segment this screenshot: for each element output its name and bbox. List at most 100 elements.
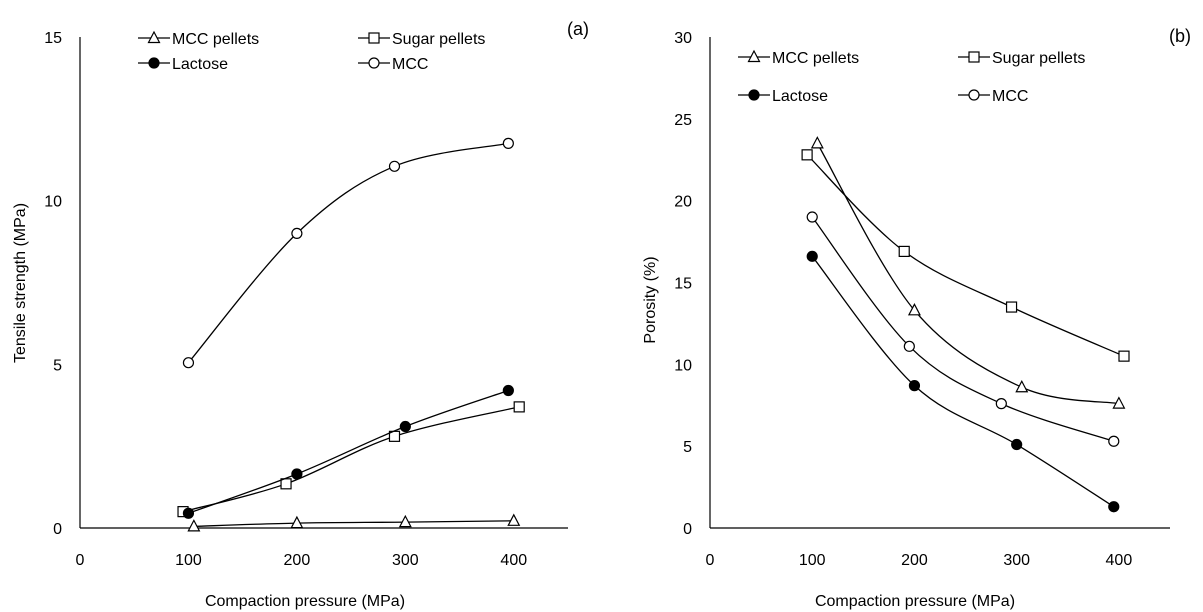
panel-a-legend-marker bbox=[368, 32, 380, 44]
panel-b-y-ticks: 0 5 10 15 20 25 30 bbox=[674, 30, 692, 538]
panel-b-lactose-line bbox=[811, 255, 1115, 508]
panel-b-legend-label: Lactose bbox=[772, 88, 828, 105]
panel-b-mcc-point bbox=[995, 398, 1007, 410]
panel-b-mcc-point bbox=[1108, 435, 1120, 447]
panel-a-mcc-line bbox=[187, 142, 509, 364]
panel-b-x-tick-label: 300 bbox=[1003, 552, 1030, 569]
panel-a-legend-label: MCC pellets bbox=[172, 31, 259, 48]
panel-a-mcc-pellets-line bbox=[193, 520, 514, 528]
panel-a-lactose-point bbox=[399, 420, 411, 433]
panel-b-legend: MCC pellets Sugar pellets Lactose MCC bbox=[738, 49, 1085, 105]
panel-b-x-tick-label: 400 bbox=[1106, 552, 1133, 569]
panel-a-series-sugar-pellets bbox=[177, 401, 525, 518]
panel-a-mcc-pellets-point bbox=[187, 519, 201, 532]
panel-b-y-tick-label: 20 bbox=[674, 194, 692, 211]
panel-a-mcc-pellets-point bbox=[398, 514, 412, 528]
panel-a-legend-item-mcc: MCC bbox=[358, 56, 428, 73]
panel-b-x-tick-label: 100 bbox=[799, 552, 826, 569]
panel-b-series-lactose bbox=[806, 250, 1120, 513]
panel-a-mcc-point bbox=[502, 137, 514, 149]
panel-a-mcc-point bbox=[291, 227, 303, 239]
panel-b-lactose-point bbox=[1011, 438, 1023, 451]
panel-a-x-tick-label: 0 bbox=[76, 552, 85, 569]
panel-b: (b) Compaction pressure (MPa) Porosity (… bbox=[642, 26, 1191, 610]
panel-a-y-axis-title: Tensile strength (MPa) bbox=[12, 203, 29, 363]
panel-a-y-tick-label: 5 bbox=[53, 357, 62, 374]
panel-a-legend-item-sugar-pellets: Sugar pellets bbox=[358, 31, 485, 48]
panel-b-legend-marker bbox=[748, 89, 760, 101]
panel-a-y-tick-label: 10 bbox=[44, 194, 62, 211]
panel-b-mcc-point bbox=[806, 211, 818, 223]
panel-b-y-tick-label: 15 bbox=[674, 276, 692, 293]
panel-a-lactose-point bbox=[502, 384, 514, 397]
panel-b-series-sugar-pellets bbox=[801, 149, 1130, 362]
panel-b-legend-label: MCC pellets bbox=[772, 50, 859, 67]
panel-b-mcc-line bbox=[811, 216, 1114, 442]
panel-a-legend-label: Sugar pellets bbox=[392, 31, 485, 48]
panel-b-series-mcc-pellets bbox=[810, 136, 1126, 409]
panel-b-label: (b) bbox=[1169, 26, 1191, 46]
panel-a-lactose-point bbox=[182, 507, 195, 519]
panel-b-mcc-pellets-point bbox=[907, 303, 921, 316]
panel-b-mcc-pellets-point bbox=[1015, 379, 1029, 393]
panel-a-y-tick-label: 15 bbox=[44, 30, 62, 47]
panel-a-legend-marker bbox=[148, 57, 160, 69]
panel-b-y-tick-label: 0 bbox=[683, 521, 692, 538]
panel-b-sugar-pellets-point bbox=[801, 149, 813, 161]
panel-b-sugar-pellets-point bbox=[1005, 301, 1018, 313]
panel-a-mcc-point bbox=[388, 160, 401, 172]
panel-a-mcc-pellets-point bbox=[507, 513, 521, 526]
panel-b-mcc-pellets-point bbox=[810, 136, 824, 149]
panel-a-x-tick-label: 300 bbox=[392, 552, 419, 569]
panel-a-sugar-pellets-point bbox=[280, 478, 292, 490]
panel-a-sugar-pellets-point bbox=[513, 401, 525, 413]
panel-b-legend-item-mcc-pellets: MCC pellets bbox=[738, 49, 859, 67]
panel-a-y-tick-label: 0 bbox=[53, 521, 62, 538]
panel-b-y-tick-label: 25 bbox=[674, 112, 692, 129]
panel-b-legend-marker bbox=[747, 49, 761, 63]
panel-b-lactose-point bbox=[908, 380, 921, 392]
panel-b-mcc-pellets-line bbox=[816, 143, 1119, 405]
panel-b-mcc-point bbox=[903, 340, 915, 352]
panel-a-x-tick-label: 400 bbox=[500, 552, 527, 569]
panel-b-series bbox=[801, 136, 1130, 513]
panel-b-legend-label: MCC bbox=[992, 88, 1028, 105]
panel-b-y-axis-title: Porosity (%) bbox=[642, 256, 659, 343]
panel-b-mcc-pellets-point bbox=[1112, 396, 1126, 409]
panel-a-legend: MCC pellets Sugar pellets Lactose MCC bbox=[138, 30, 485, 73]
panel-b-series-mcc bbox=[806, 211, 1120, 447]
panel-a-series-mcc bbox=[182, 137, 514, 369]
panel-a-legend-item-mcc-pellets: MCC pellets bbox=[138, 30, 259, 48]
panel-b-x-ticks: 0 100 200 300 400 bbox=[706, 552, 1133, 569]
panel-b-legend-marker bbox=[968, 89, 980, 101]
panel-b-x-axis-title: Compaction pressure (MPa) bbox=[815, 593, 1015, 610]
panel-b-sugar-pellets-point bbox=[898, 245, 910, 258]
panel-b-x-tick-label: 200 bbox=[901, 552, 928, 569]
panel-a-legend-label: MCC bbox=[392, 56, 428, 73]
panel-a-x-ticks: 0 100 200 300 400 bbox=[76, 552, 528, 569]
panel-b-legend-item-sugar-pellets: Sugar pellets bbox=[958, 50, 1085, 67]
panel-a-series-lactose bbox=[182, 384, 514, 519]
panel-a-y-ticks: 0 5 10 15 bbox=[44, 30, 62, 538]
panel-a-legend-marker bbox=[368, 57, 380, 69]
panel-b-sugar-pellets-point bbox=[1118, 350, 1130, 362]
panel-a-mcc-point bbox=[182, 357, 195, 369]
panel-a-legend-item-lactose: Lactose bbox=[138, 56, 228, 73]
panel-a-sugar-pellets-line bbox=[182, 406, 520, 513]
panel-a: (a) Compaction pressure (MPa) Tensile st… bbox=[12, 19, 589, 610]
panel-b-y-tick-label: 10 bbox=[674, 357, 692, 374]
panel-b-lactose-point bbox=[806, 250, 818, 262]
panel-b-legend-marker bbox=[968, 51, 980, 63]
panel-b-sugar-pellets-line bbox=[806, 154, 1125, 357]
panel-a-x-tick-label: 200 bbox=[284, 552, 311, 569]
panel-a-lactose-line bbox=[188, 389, 509, 514]
panel-a-legend-label: Lactose bbox=[172, 56, 228, 73]
panel-b-lactose-point bbox=[1108, 501, 1120, 513]
panel-b-legend-label: Sugar pellets bbox=[992, 50, 1085, 67]
panel-a-mcc-pellets-point bbox=[290, 515, 304, 529]
panel-a-legend-marker bbox=[147, 30, 161, 44]
panel-a-x-tick-label: 100 bbox=[175, 552, 202, 569]
panel-b-y-tick-label: 30 bbox=[674, 30, 692, 47]
panel-b-x-tick-label: 0 bbox=[706, 552, 715, 569]
